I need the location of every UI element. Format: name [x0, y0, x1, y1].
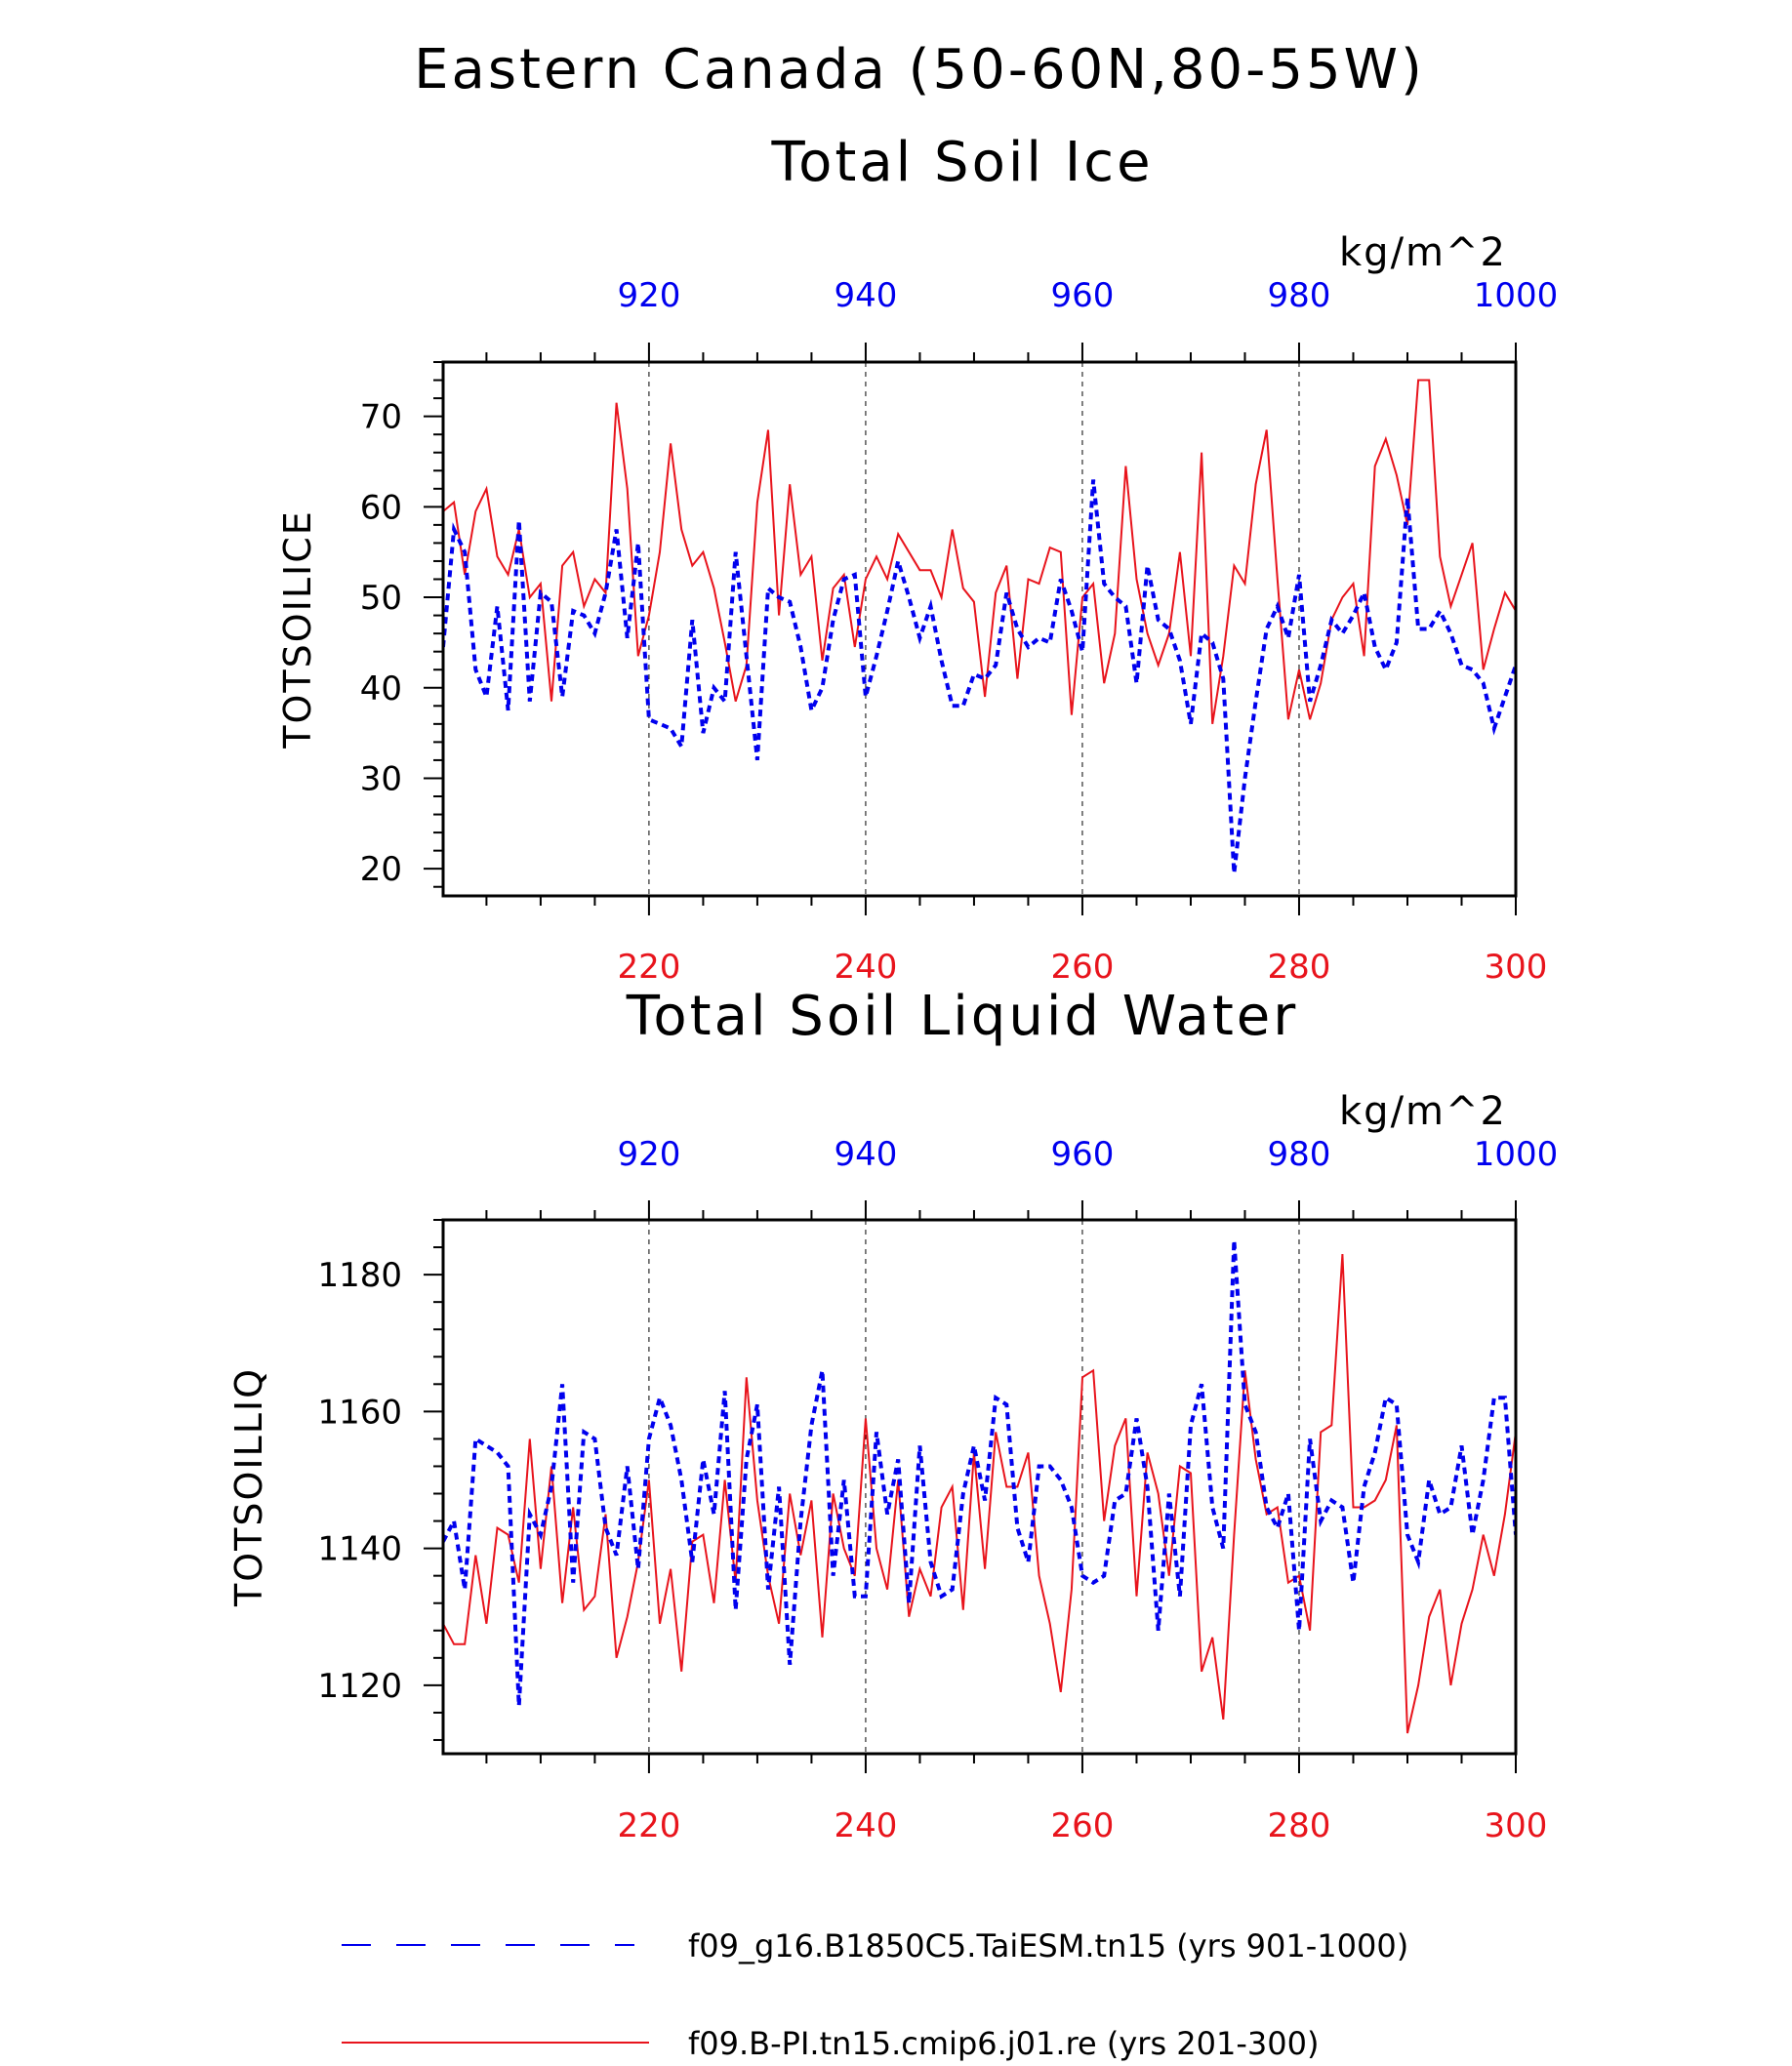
- panel-total-soil-liquid-water: Total Soil Liquid Water kg/m^2 TOTSOILLIQ 2…: [227, 985, 1559, 1845]
- bottom-tick-label: 220: [617, 948, 680, 987]
- y-tick-label: 40: [360, 669, 402, 709]
- y-tick-label: 20: [360, 850, 402, 889]
- top-tick-label: 940: [834, 1135, 897, 1174]
- top-tick-label: 920: [617, 276, 680, 315]
- panel-title: Total Soil Liquid Water: [626, 985, 1299, 1048]
- top-tick-label: 1000: [1474, 1135, 1559, 1174]
- y-axis-label: TOTSOILLIQ: [227, 1367, 270, 1607]
- series-line-blue: [443, 1239, 1516, 1707]
- y-tick-label: 1140: [317, 1530, 402, 1569]
- y-tick-label: 30: [360, 759, 402, 798]
- panel-total-soil-ice: Total Soil Ice kg/m^2 TOTSOILICE 220 240 260 2…: [276, 131, 1558, 987]
- top-tick-label: 920: [617, 1135, 680, 1174]
- y-tick-label: 1180: [317, 1256, 402, 1295]
- bottom-tick-label: 220: [617, 1806, 680, 1845]
- bottom-tick-label: 240: [834, 948, 897, 987]
- plot-frame: [441, 360, 1518, 898]
- bottom-tick-label: 240: [834, 1806, 897, 1845]
- y-tick-label: 50: [360, 579, 402, 618]
- bottom-tick-label: 280: [1268, 1806, 1331, 1845]
- top-tick-label: 980: [1268, 276, 1331, 315]
- legend-label-red: f09.B-PI.tn15.cmip6.j01.re (yrs 201-300): [688, 2025, 1319, 2062]
- legend-label-blue: f09_g16.B1850C5.TaiESM.tn15 (yrs 901-100…: [688, 1927, 1408, 1965]
- bottom-tick-label: 300: [1485, 948, 1548, 987]
- top-tick-label: 980: [1268, 1135, 1331, 1174]
- bottom-tick-label: 300: [1485, 1806, 1548, 1845]
- top-tick-label: 960: [1051, 1135, 1115, 1174]
- series-line-red: [443, 1254, 1516, 1734]
- units-label: kg/m^2: [1339, 230, 1507, 275]
- y-axis-label: TOTSOILICE: [276, 509, 319, 749]
- top-tick-label: 1000: [1474, 276, 1559, 315]
- figure-title: Eastern Canada (50-60N,80-55W): [414, 38, 1425, 101]
- bottom-tick-label: 280: [1268, 948, 1331, 987]
- y-tick-label: 1160: [317, 1393, 402, 1432]
- y-tick-label: 1120: [317, 1667, 402, 1706]
- panel-title: Total Soil Ice: [770, 131, 1153, 194]
- y-tick-label: 70: [360, 398, 402, 437]
- plot-frame: [441, 1218, 1518, 1756]
- series-line-red: [443, 379, 1516, 724]
- top-tick-label: 940: [834, 276, 897, 315]
- y-tick-label: 60: [360, 488, 402, 527]
- series-line-blue: [443, 479, 1516, 874]
- legend: f09_g16.B1850C5.TaiESM.tn15 (yrs 901-100…: [342, 1927, 1408, 2062]
- units-label: kg/m^2: [1339, 1089, 1507, 1134]
- bottom-tick-label: 260: [1051, 948, 1115, 987]
- bottom-tick-label: 260: [1051, 1806, 1115, 1845]
- top-tick-label: 960: [1051, 276, 1115, 315]
